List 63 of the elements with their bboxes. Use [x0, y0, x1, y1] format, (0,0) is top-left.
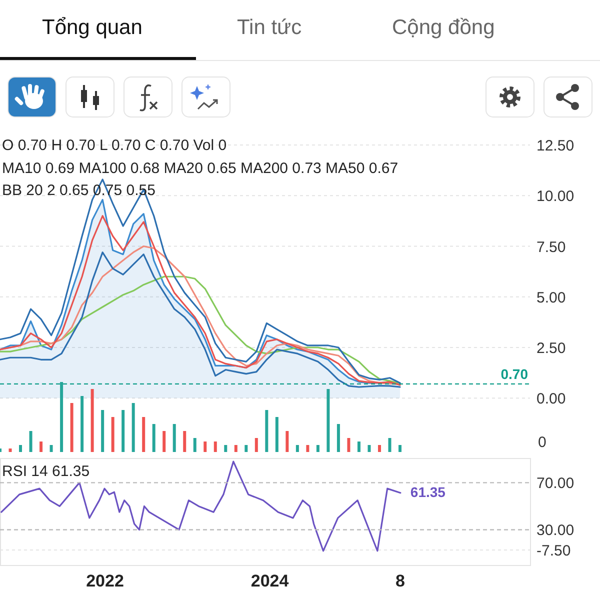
x-tick-label: 8: [396, 572, 405, 590]
line-series: [0, 276, 401, 384]
y-tick-label: 12.50: [536, 138, 574, 154]
bar: [214, 442, 217, 452]
y-tick-label: -7.50: [536, 542, 571, 560]
bar: [80, 396, 84, 452]
text: Tin tức: [237, 16, 302, 40]
x-tick-label: 2024: [250, 572, 290, 590]
y-tick-label: 5.00: [536, 289, 566, 306]
bar: [70, 403, 74, 452]
text: Tổng quan: [42, 16, 142, 40]
y-tick-label: 30.00: [536, 522, 574, 540]
bar: [254, 438, 258, 452]
bar: [162, 431, 166, 452]
bar: [368, 445, 371, 452]
bar: [275, 417, 278, 452]
y-tick-label: 2.50: [536, 340, 566, 357]
annotation: RSI 14 61.35: [2, 463, 90, 480]
annotation: 61.35: [410, 484, 446, 500]
ref-line-label: 0.70: [500, 366, 528, 382]
bar: [132, 403, 135, 452]
line-series: [0, 460, 402, 552]
y-tick-label: 10.00: [536, 188, 574, 206]
bar: [19, 445, 22, 452]
text: Cộng đồng: [392, 16, 495, 40]
bar: [326, 389, 330, 452]
bar: [122, 410, 125, 452]
bar: [60, 382, 64, 452]
bar: [398, 445, 402, 452]
annotation: O 0.70 H 0.70 L 0.70 C 0.70 Vol 0: [2, 137, 227, 154]
bar: [29, 431, 32, 452]
bar: [40, 442, 43, 452]
bar: [357, 442, 360, 452]
bar: [101, 410, 104, 452]
bar: [296, 445, 299, 452]
y-tick-label: 70.00: [536, 475, 574, 492]
bar: [8, 448, 12, 452]
y-tick-label: 7.50: [536, 238, 566, 256]
bar: [286, 431, 289, 452]
bar: [244, 445, 248, 452]
y-tick-label: 0.00: [536, 390, 566, 408]
bar: [152, 424, 156, 452]
bar: [90, 389, 94, 452]
bar: [50, 445, 53, 452]
annotation: MA10 0.69 MA100 0.68 MA20 0.65 MA200 0.73 MA50 0.67: [2, 160, 398, 177]
bar: [306, 445, 310, 452]
bar: [111, 417, 114, 452]
line-series: [0, 178, 401, 384]
bar: [336, 424, 340, 452]
bar: [204, 442, 207, 452]
bar: [193, 438, 196, 452]
bar: [378, 445, 381, 452]
text: 0: [538, 434, 546, 451]
bar: [347, 438, 350, 452]
bar: [172, 424, 176, 452]
bar: [234, 445, 238, 452]
bar: [388, 438, 392, 452]
bar: [265, 410, 268, 452]
bar: [316, 445, 320, 452]
bar: [183, 431, 186, 452]
x-tick-label: 2022: [86, 572, 124, 590]
bar: [142, 417, 146, 452]
bar: [224, 445, 228, 452]
